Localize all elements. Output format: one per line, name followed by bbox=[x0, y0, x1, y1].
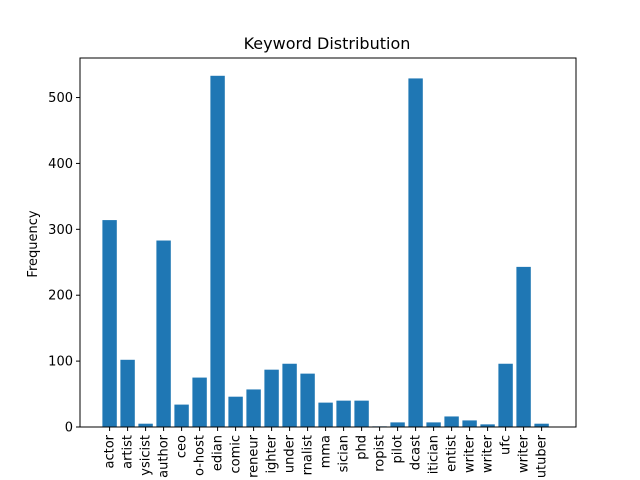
bar-24 bbox=[534, 423, 549, 427]
y-axis-label: Frequency bbox=[26, 210, 41, 277]
x-tick-label: o-host bbox=[193, 435, 208, 476]
bar-2 bbox=[138, 423, 153, 427]
bar-22 bbox=[498, 363, 513, 427]
bar-3 bbox=[156, 240, 171, 427]
y-tick-label: 400 bbox=[48, 157, 73, 172]
x-tick-label: writer bbox=[481, 434, 496, 473]
bar-23 bbox=[516, 266, 531, 427]
x-tick-label: pilot bbox=[391, 435, 406, 464]
x-tick-label: artist bbox=[121, 435, 136, 469]
x-tick-label: itician bbox=[427, 435, 442, 474]
x-tick-label: entist bbox=[445, 435, 460, 472]
y-tick-label: 500 bbox=[48, 91, 73, 106]
bars-layer bbox=[102, 75, 549, 427]
bar-19 bbox=[444, 416, 459, 427]
x-tick-label: rnalist bbox=[301, 435, 316, 475]
x-tick-label: ysicist bbox=[139, 435, 154, 476]
bar-6 bbox=[210, 75, 225, 427]
x-tick-label: dcast bbox=[409, 435, 424, 470]
bar-20 bbox=[462, 420, 477, 427]
x-tick-label: ropist bbox=[373, 435, 388, 472]
bar-18 bbox=[426, 422, 441, 427]
x-tick-label: edian bbox=[211, 435, 226, 471]
bar-10 bbox=[282, 363, 297, 427]
bar-12 bbox=[318, 402, 333, 427]
x-tick-label: comic bbox=[229, 435, 244, 474]
x-tick-label: writer bbox=[463, 434, 478, 473]
y-tick-label: 100 bbox=[48, 355, 73, 370]
x-tick-label: ufc bbox=[499, 435, 514, 455]
plot-frame bbox=[79, 57, 577, 428]
y-axis-ticks: 0 100 200 300 400 500 bbox=[48, 91, 80, 436]
x-tick-label: phd bbox=[355, 435, 370, 460]
bar-14 bbox=[354, 400, 369, 427]
y-tick-label: 0 bbox=[65, 421, 73, 436]
bar-5 bbox=[192, 377, 207, 427]
bar-8 bbox=[246, 389, 261, 427]
x-tick-label: under bbox=[283, 434, 298, 473]
x-tick-label: reneur bbox=[247, 434, 262, 478]
bar-1 bbox=[120, 359, 135, 427]
bar-9 bbox=[264, 369, 279, 427]
chart-title: Keyword Distribution bbox=[244, 34, 411, 53]
x-axis-ticks: actor artist ysicist author ceo o-host edian co… bbox=[103, 427, 550, 478]
x-tick-label: author bbox=[157, 434, 172, 477]
x-tick-label: ceo bbox=[175, 435, 190, 458]
y-tick-label: 300 bbox=[48, 223, 73, 238]
bar-11 bbox=[300, 373, 315, 427]
x-tick-label: ighter bbox=[265, 434, 280, 473]
x-tick-label: actor bbox=[103, 434, 118, 468]
bar-21 bbox=[480, 424, 495, 427]
y-tick-label: 200 bbox=[48, 289, 73, 304]
x-tick-label: sician bbox=[337, 435, 352, 472]
x-tick-label: utuber bbox=[535, 434, 550, 478]
bar-7 bbox=[228, 396, 243, 427]
bar-16 bbox=[390, 422, 405, 427]
bar-13 bbox=[336, 400, 351, 427]
bar-0 bbox=[102, 220, 117, 427]
bar-4 bbox=[174, 404, 189, 427]
bar-17 bbox=[408, 78, 423, 427]
x-tick-label: writer bbox=[517, 434, 532, 473]
x-tick-label: mma bbox=[319, 435, 334, 468]
